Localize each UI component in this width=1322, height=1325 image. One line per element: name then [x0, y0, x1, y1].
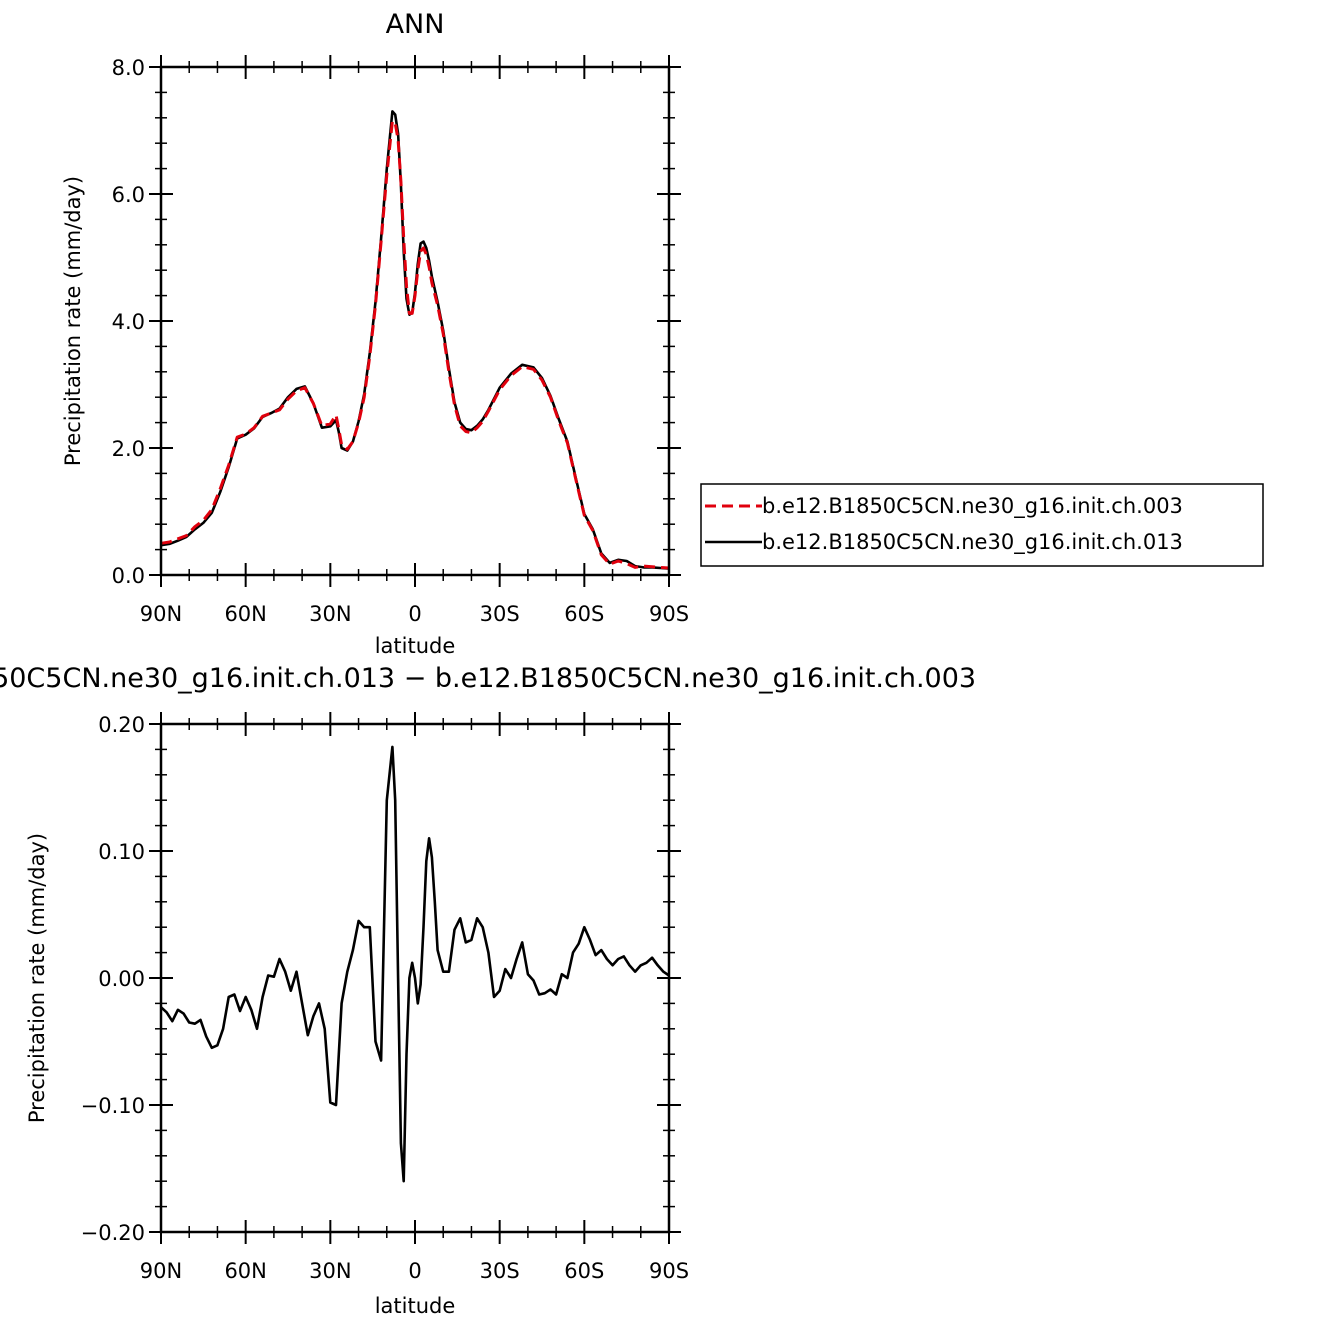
bottom-ytick-label-1: −0.10	[81, 1094, 145, 1118]
bottom-xtick-label-4: 30S	[480, 1259, 520, 1283]
top-xtick-label-1: 60N	[224, 602, 266, 626]
legend: b.e12.B1850C5CN.ne30_g16.init.ch.003 b.e…	[700, 483, 1264, 567]
difference-panel: b.e12.B1850C5CN.ne30_g16.init.ch.013 − b…	[0, 663, 976, 1318]
top-ytick-label-3: 6.0	[112, 183, 145, 207]
top-ytick-label-2: 4.0	[112, 310, 145, 334]
bottom-xtick-label-6: 90S	[649, 1259, 689, 1283]
bottom-ytick-label-0: −0.20	[81, 1221, 145, 1245]
top-series-line-0	[160, 119, 670, 570]
legend-label-series-003: b.e12.B1850C5CN.ne30_g16.init.ch.003	[762, 494, 1183, 519]
top-y-axis-label: Precipitation rate (mm/day)	[61, 176, 85, 466]
bottom-y-axis-label: Precipitation rate (mm/day)	[25, 833, 49, 1123]
bottom-xtick-label-0: 90N	[140, 1259, 182, 1283]
bottom-xtick-label-2: 30N	[309, 1259, 351, 1283]
top-chart-title: ANN	[386, 9, 445, 40]
legend-box	[700, 483, 1264, 567]
top-ytick-label-1: 2.0	[112, 437, 145, 461]
top-plot-frame	[159, 65, 671, 577]
top-x-axis-label: latitude	[375, 634, 456, 658]
legend-label-series-013: b.e12.B1850C5CN.ne30_g16.init.ch.013	[762, 530, 1183, 555]
bottom-xtick-label-3: 0	[408, 1259, 421, 1283]
top-xtick-label-6: 90S	[649, 602, 689, 626]
top-xtick-label-0: 90N	[140, 602, 182, 626]
top-xtick-label-4: 30S	[480, 602, 520, 626]
top-ytick-label-4: 8.0	[112, 56, 145, 80]
bottom-ytick-label-3: 0.10	[98, 840, 145, 864]
bottom-x-axis-label: latitude	[375, 1294, 456, 1318]
top-xtick-label-3: 0	[408, 602, 421, 626]
annual-precip-panel: ANN 0.0 2.0 4.0 6.0 8.0 90N 60N 30N 0 30S 60S 90S l…	[61, 9, 689, 658]
top-xtick-label-2: 30N	[309, 602, 351, 626]
top-series-line-1	[160, 110, 670, 570]
bottom-xtick-label-5: 60S	[564, 1259, 604, 1283]
bottom-series-line-0	[160, 745, 670, 1183]
bottom-ytick-label-2: 0.00	[98, 967, 145, 991]
top-xtick-label-5: 60S	[564, 602, 604, 626]
top-ytick-label-0: 0.0	[112, 564, 145, 588]
bottom-chart-title: b.e12.B1850C5CN.ne30_g16.init.ch.013 − b…	[0, 663, 976, 694]
bottom-ytick-label-4: 0.20	[98, 713, 145, 737]
bottom-xtick-label-1: 60N	[224, 1259, 266, 1283]
